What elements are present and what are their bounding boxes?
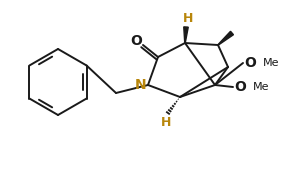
Text: N: N bbox=[135, 78, 147, 92]
Text: Me: Me bbox=[253, 82, 270, 92]
Text: H: H bbox=[183, 12, 193, 24]
Text: H: H bbox=[161, 116, 171, 128]
Text: O: O bbox=[130, 34, 142, 48]
Polygon shape bbox=[218, 31, 234, 45]
Text: O: O bbox=[234, 80, 246, 94]
Polygon shape bbox=[184, 27, 188, 43]
Text: Me: Me bbox=[263, 58, 279, 68]
Text: O: O bbox=[244, 56, 256, 70]
